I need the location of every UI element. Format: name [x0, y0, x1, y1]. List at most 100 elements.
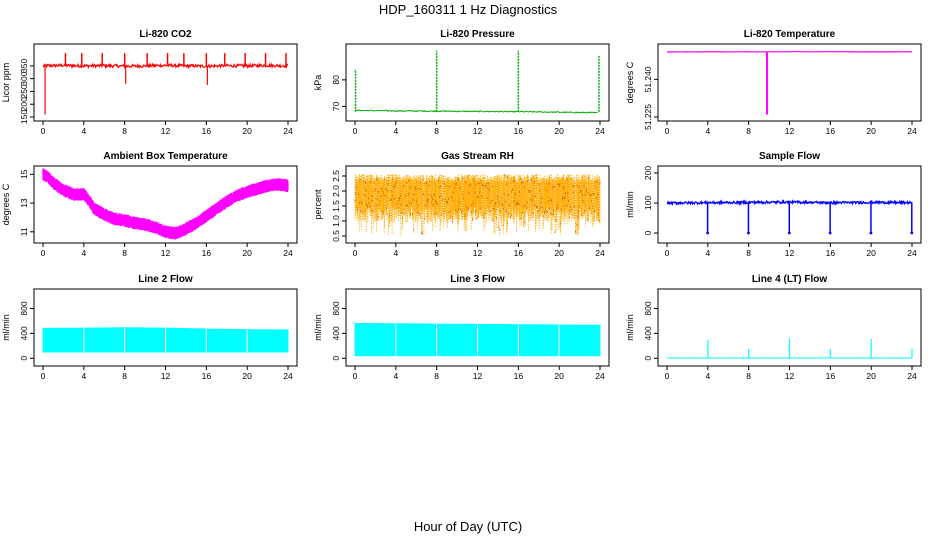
x-tick-label: 0: [353, 248, 358, 258]
dip-point: [828, 231, 832, 235]
y-tick-label: 2.5: [331, 170, 341, 182]
series-band: [42, 168, 289, 240]
y-tick-label: 2.0: [331, 185, 341, 197]
dip-point: [706, 231, 710, 235]
panel-sample: Sample Flow 0 4 8 12 16 20 24 0 100 200 ml/min: [625, 151, 922, 258]
x-tick-label: 24: [283, 126, 293, 136]
x-tick-label: 12: [785, 248, 795, 258]
x-tick-label: 0: [665, 126, 670, 136]
y-tick-label: 51.225: [643, 104, 653, 130]
x-tick-label: 8: [746, 371, 751, 381]
x-tick-label: 8: [434, 126, 439, 136]
y-tick-label: 300: [19, 71, 29, 85]
y-tick-label: 350: [19, 59, 29, 73]
x-tick-label: 0: [353, 371, 358, 381]
y-axis-label: degrees C: [1, 183, 11, 225]
x-tick-label: 16: [514, 371, 524, 381]
x-tick-label: 12: [161, 248, 171, 258]
x-tick-label: 20: [866, 248, 876, 258]
x-tick-label: 16: [826, 371, 836, 381]
y-tick-label: 0: [643, 356, 653, 361]
x-tick-label: 12: [785, 371, 795, 381]
y-tick-label: 0: [643, 230, 653, 235]
x-tick-label: 12: [473, 371, 483, 381]
x-tick-label: 16: [826, 248, 836, 258]
x-tick-label: 4: [81, 371, 86, 381]
y-tick-label: 51.240: [643, 66, 653, 92]
y-axis-label: percent: [313, 189, 323, 220]
series-band: [354, 174, 601, 236]
x-tick-label: 4: [705, 371, 710, 381]
x-tick-label: 0: [353, 126, 358, 136]
panel-title: Line 4 (LT) Flow: [752, 274, 828, 285]
x-tick-label: 12: [473, 248, 483, 258]
x-tick-label: 8: [122, 371, 127, 381]
plot-frame: [33, 43, 298, 122]
x-tick-label: 8: [122, 248, 127, 258]
panel-title: Li-820 Pressure: [440, 29, 515, 40]
x-tick-label: 0: [665, 248, 670, 258]
figure-title: HDP_160311 1 Hz Diagnostics: [379, 2, 558, 17]
y-tick-label: 0: [19, 356, 29, 361]
x-tick-label: 24: [595, 126, 605, 136]
x-tick-label: 8: [122, 126, 127, 136]
panel-title: Line 3 Flow: [450, 274, 505, 285]
y-tick-label: 400: [331, 326, 341, 340]
y-tick-label: 400: [19, 326, 29, 340]
x-tick-label: 12: [785, 126, 795, 136]
y-tick-label: 0.5: [331, 230, 341, 242]
plot-frame: [33, 288, 298, 367]
y-axis-label: kPa: [313, 75, 323, 91]
x-tick-label: 4: [393, 371, 398, 381]
y-tick-label: 200: [19, 97, 29, 111]
y-tick-label: 800: [643, 301, 653, 315]
panel-rh: Gas Stream RH 0 4 8 12 16 20 24 0.5 1.0 1.5 2.0 2.5 p…: [313, 151, 610, 258]
x-tick-label: 24: [595, 248, 605, 258]
plot-frame: [345, 43, 610, 122]
y-tick-label: 80: [331, 75, 341, 85]
y-axis-label: degrees C: [625, 61, 635, 103]
y-axis-label: ml/min: [625, 191, 635, 218]
panel-title: Line 2 Flow: [138, 274, 193, 285]
series-line: [354, 109, 598, 114]
x-tick-label: 4: [705, 126, 710, 136]
y-tick-label: 400: [643, 326, 653, 340]
y-tick-label: 0: [331, 356, 341, 361]
x-tick-label: 16: [826, 126, 836, 136]
x-tick-label: 8: [746, 126, 751, 136]
x-tick-label: 20: [554, 126, 564, 136]
panel-pressure: Li-820 Pressure 0 4 8 12 16 20 24 70 80 kPa: [313, 29, 610, 136]
x-tick-label: 16: [202, 371, 212, 381]
x-tick-label: 24: [907, 126, 917, 136]
panel-line3: Line 3 Flow 0 4 8 12 16 20 24 0 400 800 ml/min: [313, 274, 610, 381]
panel-title: Gas Stream RH: [441, 151, 514, 162]
y-tick-label: 100: [643, 196, 653, 210]
x-tick-label: 20: [242, 126, 252, 136]
x-tick-label: 12: [161, 371, 171, 381]
y-axis-label: ml/min: [625, 314, 635, 341]
dip-point: [787, 231, 791, 235]
dip-point: [910, 231, 914, 235]
y-tick-label: 150: [19, 110, 29, 124]
y-tick-label: 800: [19, 301, 29, 315]
series-points: [354, 174, 601, 235]
x-tick-label: 24: [283, 248, 293, 258]
y-tick-label: 11: [19, 227, 29, 236]
dip-point: [869, 231, 873, 235]
y-axis-label: ml/min: [313, 314, 323, 341]
panel-temperature: Li-820 Temperature 0 4 8 12 16 20 24 51.225 51.24…: [625, 29, 922, 136]
y-tick-label: 200: [643, 166, 653, 180]
x-tick-label: 24: [283, 371, 293, 381]
plot-frame: [657, 43, 922, 122]
x-tick-label: 16: [202, 126, 212, 136]
x-tick-label: 16: [202, 248, 212, 258]
panel-title: Sample Flow: [759, 151, 820, 162]
x-tick-label: 4: [81, 126, 86, 136]
panel-title: Ambient Box Temperature: [103, 151, 228, 162]
x-tick-label: 16: [514, 126, 524, 136]
x-tick-label: 4: [81, 248, 86, 258]
x-tick-label: 8: [434, 371, 439, 381]
x-tick-label: 24: [907, 248, 917, 258]
x-tick-label: 20: [554, 248, 564, 258]
